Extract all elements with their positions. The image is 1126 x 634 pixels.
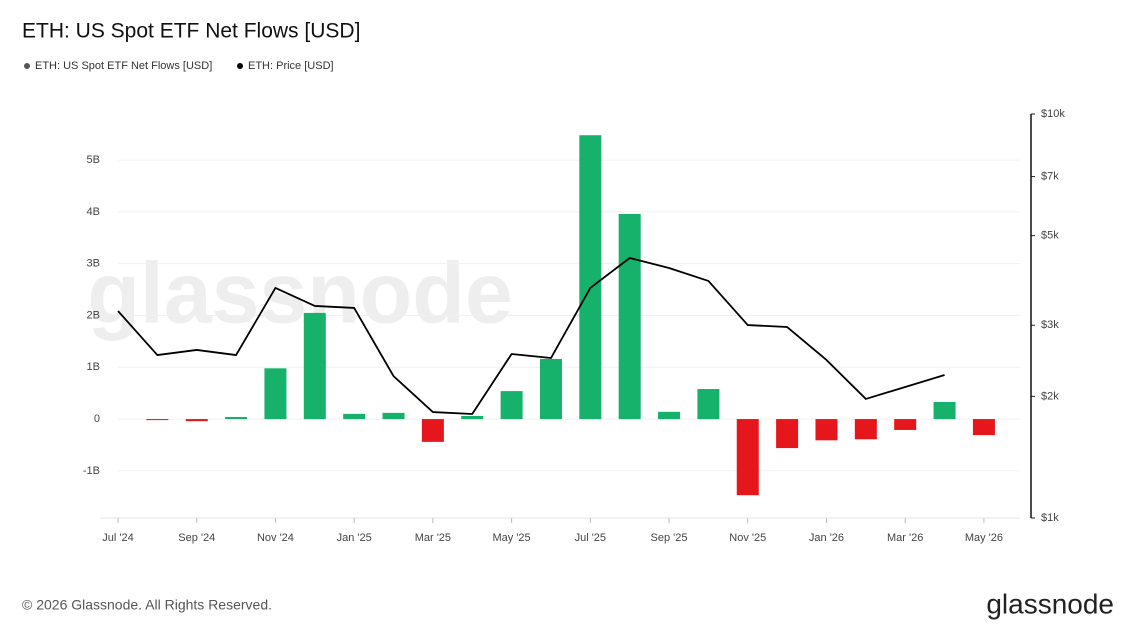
bar [972,419,995,436]
price-line [117,257,945,415]
y2-tick-label: $7k [1041,170,1059,182]
x-tick-label: May '26 [965,532,1003,544]
bar [421,419,444,442]
bar [854,419,877,440]
bar [618,213,641,420]
y-tick-label: 4B [87,206,100,218]
x-tick-label: Jan '26 [809,532,844,544]
bar [894,419,917,430]
bar [146,419,169,421]
footer: © 2026 Glassnode. All Rights Reserved. [22,597,272,613]
y-tick-label: 0 [94,413,100,425]
y2-tick-label: $5k [1041,230,1059,242]
legend-dot [24,63,30,69]
bar [933,401,956,420]
y2-tick-label: $2k [1041,390,1059,402]
x-tick-label: Jan '25 [337,532,372,544]
bar [579,135,602,420]
y-tick-label: -1B [83,465,100,477]
bar [264,368,287,420]
legend-label: ETH: Price [USD] [248,60,334,72]
x-tick-label: Sep '25 [651,532,688,544]
y-tick-label: 1B [87,361,100,373]
x-tick-label: Mar '25 [415,532,451,544]
bar [539,358,562,420]
chart-title: ETH: US Spot ETF Net Flows [USD] [22,20,360,43]
x-tick-label: Nov '25 [729,532,766,544]
bar [658,411,681,420]
y-tick-label: 2B [87,309,100,321]
bar [500,391,523,420]
y-tick-label: 3B [87,258,100,270]
watermark: glassnode [87,246,512,342]
bar [776,419,799,449]
x-tick-label: Jul '24 [102,532,133,544]
bar [461,415,484,420]
bar [303,312,326,420]
logo: glassnode [986,588,1114,619]
bar [225,417,248,420]
y2-tick-label: $1k [1041,512,1059,524]
bar [736,419,759,496]
legend-dot [237,63,243,69]
x-tick-label: May '25 [493,532,531,544]
bar [382,412,405,420]
y2-tick-label: $10k [1041,108,1065,120]
bar [343,413,366,420]
legend-label: ETH: US Spot ETF Net Flows [USD] [35,60,212,72]
y2-tick-label: $3k [1041,319,1059,331]
x-tick-label: Jul '25 [575,532,606,544]
bar [185,419,208,422]
bar [815,419,838,441]
bar [697,389,720,420]
x-tick-label: Sep '24 [178,532,215,544]
y-tick-label: 5B [87,154,100,166]
x-tick-label: Mar '26 [887,532,923,544]
x-tick-label: Nov '24 [257,532,294,544]
